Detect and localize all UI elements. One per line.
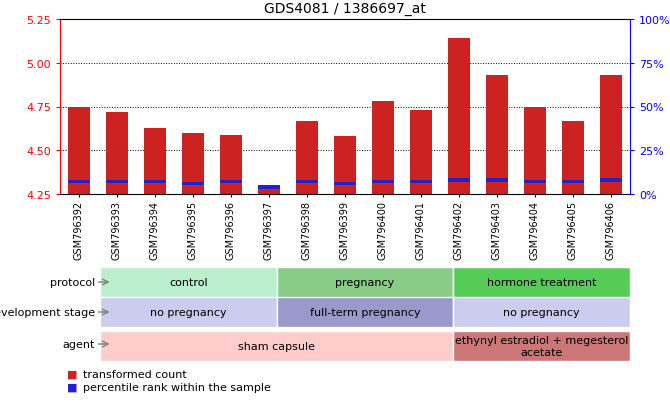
Bar <box>257 186 281 189</box>
Bar <box>68 181 90 184</box>
Bar <box>600 179 622 182</box>
Bar <box>454 331 630 361</box>
Bar <box>143 181 166 184</box>
Text: pregnancy: pregnancy <box>336 277 395 287</box>
Bar <box>523 107 547 195</box>
Bar <box>277 267 454 297</box>
Text: no pregnancy: no pregnancy <box>503 307 580 317</box>
Bar <box>100 331 454 361</box>
Bar <box>409 111 432 195</box>
Bar <box>143 128 166 195</box>
Bar <box>257 186 281 195</box>
Text: development stage: development stage <box>0 307 95 317</box>
Bar <box>561 181 584 184</box>
Bar <box>454 267 630 297</box>
Bar <box>561 121 584 195</box>
Bar <box>486 76 509 195</box>
Bar <box>486 179 509 182</box>
Bar <box>334 183 356 185</box>
Bar <box>106 181 129 184</box>
Bar <box>448 179 470 182</box>
Bar <box>523 181 547 184</box>
Text: protocol: protocol <box>50 277 95 287</box>
Title: GDS4081 / 1386697_at: GDS4081 / 1386697_at <box>264 2 426 16</box>
Text: full-term pregnancy: full-term pregnancy <box>310 307 420 317</box>
Bar <box>182 183 204 185</box>
Text: percentile rank within the sample: percentile rank within the sample <box>84 382 271 392</box>
Text: hormone treatment: hormone treatment <box>487 277 596 287</box>
Text: no pregnancy: no pregnancy <box>150 307 226 317</box>
Bar <box>295 181 318 184</box>
Bar <box>454 297 630 327</box>
Text: agent: agent <box>62 339 95 349</box>
Bar <box>100 297 277 327</box>
Text: control: control <box>169 277 208 287</box>
Bar <box>295 121 318 195</box>
Bar <box>220 135 243 195</box>
Text: ■: ■ <box>67 382 77 392</box>
Text: ethynyl estradiol + megesterol
acetate: ethynyl estradiol + megesterol acetate <box>455 335 628 357</box>
Bar <box>277 297 454 327</box>
Text: ■: ■ <box>67 369 77 379</box>
Bar <box>100 267 277 297</box>
Text: transformed count: transformed count <box>84 369 187 379</box>
Bar <box>220 181 243 184</box>
Bar <box>372 102 395 195</box>
Bar <box>600 76 622 195</box>
Bar <box>448 39 470 195</box>
Bar <box>68 107 90 195</box>
Text: sham capsule: sham capsule <box>238 341 315 351</box>
Bar <box>409 181 432 184</box>
Bar <box>106 112 129 195</box>
Bar <box>334 137 356 195</box>
Bar <box>182 133 204 195</box>
Bar <box>372 181 395 184</box>
